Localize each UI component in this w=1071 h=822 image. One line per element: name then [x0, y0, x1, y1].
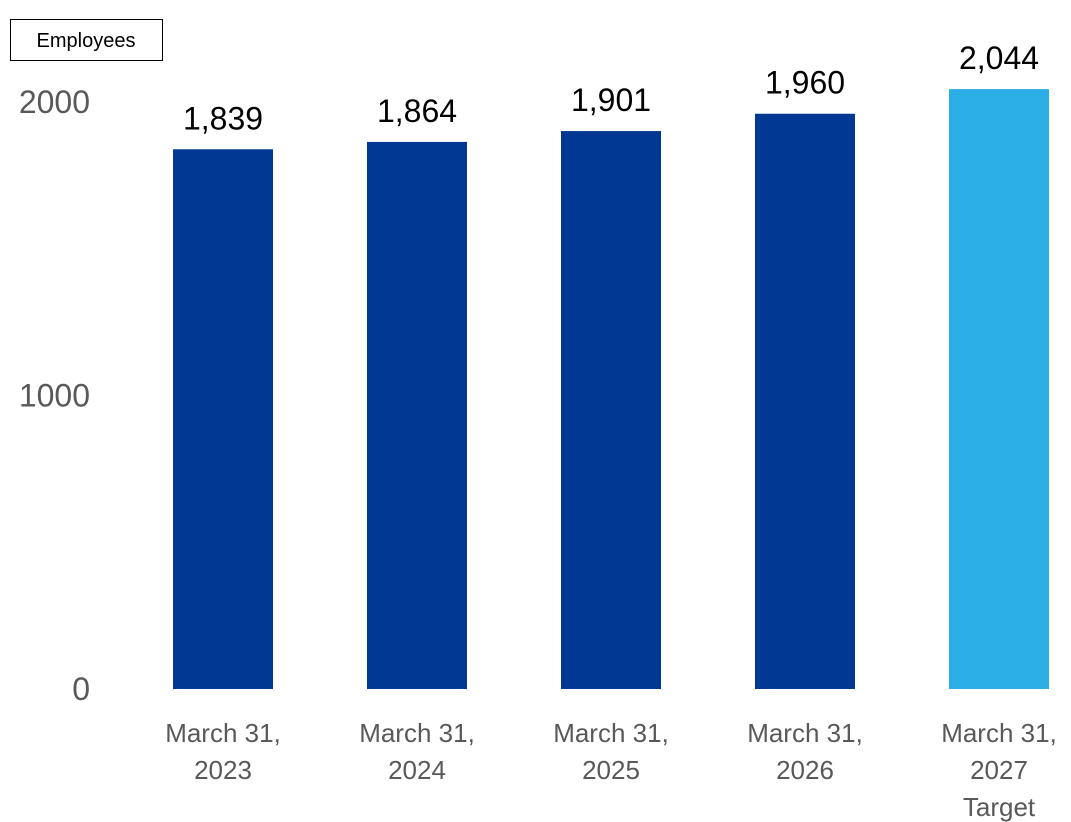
x-tick-label: March 31, 2024	[359, 718, 475, 785]
data-label: 2,044	[959, 40, 1039, 76]
x-tick-label-line: 2024	[388, 755, 446, 785]
x-tick-label-line: 2025	[582, 755, 640, 785]
data-labels: 1,839 1,864 1,901 1,960 2,044	[183, 40, 1039, 136]
x-tick-label: March 31, 2026	[747, 718, 863, 785]
x-tick-label-line: March 31,	[359, 718, 475, 748]
bar	[949, 89, 1049, 689]
y-tick-label: 1000	[19, 378, 90, 414]
data-label: 1,901	[571, 82, 651, 118]
x-tick-label-line: 2023	[194, 755, 252, 785]
y-tick-label: 0	[72, 671, 90, 707]
data-label: 1,960	[765, 65, 845, 101]
x-tick-label-line: March 31,	[747, 718, 863, 748]
x-tick-label-line: March 31,	[165, 718, 281, 748]
bars	[173, 89, 1049, 690]
bar	[561, 131, 661, 689]
unit-label-box: Employees	[10, 19, 163, 61]
x-tick-label: March 31, 2025	[553, 718, 669, 785]
x-tick-label-line: 2026	[776, 755, 834, 785]
x-tick-label: March 31, 2023	[165, 718, 281, 785]
data-label: 1,839	[183, 100, 263, 136]
unit-label: Employees	[37, 30, 136, 52]
unit-label-frame	[10, 19, 163, 61]
x-tick-label: March 31, 2027 Target	[941, 718, 1057, 822]
x-tick-label-line: 2027	[970, 755, 1028, 785]
bar	[173, 149, 273, 690]
data-label: 1,864	[377, 93, 457, 129]
y-tick-label: 2000	[19, 84, 90, 120]
bar	[755, 113, 855, 690]
x-tick-label-line: Target	[963, 792, 1036, 822]
x-tick-label-line: March 31,	[941, 718, 1057, 748]
x-tick-label-line: March 31,	[553, 718, 669, 748]
bar	[367, 141, 467, 689]
y-axis: 0 1000 2000	[19, 84, 90, 707]
